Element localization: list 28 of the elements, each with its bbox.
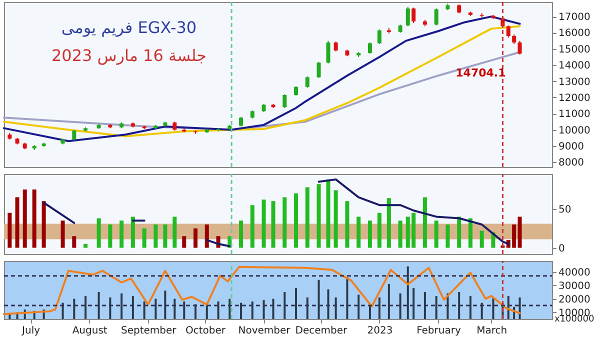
x-tick-label: February (416, 326, 461, 336)
y-tick-label: 50 (558, 204, 572, 216)
y-tick-label: 8000 (558, 158, 584, 169)
annotation: 14704.1 (456, 66, 506, 80)
x-tick-label: October (185, 326, 226, 336)
y-tick-label: 12000 (558, 92, 590, 104)
text: جلسة 16 مارس 2023 (51, 46, 207, 65)
y-tick-label: 11000 (558, 109, 590, 120)
y-tick-label: 16000 (558, 28, 590, 40)
y-tick-label: 20000 (558, 294, 590, 306)
y-tick-label: 15000 (558, 44, 590, 56)
y-tick-label: 40000 (558, 267, 590, 278)
y-tick-label: 30000 (558, 280, 590, 292)
y-tick-label: 14000 (558, 60, 590, 72)
y-tick-label: 13000 (558, 76, 590, 88)
x-tick-label: November (238, 326, 292, 336)
y-tick-label: 17000 (558, 12, 590, 24)
y-tick-label: 9000 (558, 141, 584, 152)
x-tick-label: 2023 (367, 326, 393, 336)
x-tick-label: July (21, 326, 40, 336)
x-tick-label: March (476, 326, 508, 336)
y-tick-label: 0 (558, 243, 565, 254)
x-tick-label: August (72, 326, 108, 336)
text: فريم يومى EGX-30 (61, 18, 197, 37)
y-tick-label: 10000 (558, 125, 590, 136)
x-tick-label: December (295, 326, 348, 336)
y-axis-title: x100000 (554, 314, 594, 324)
x-tick-label: September (120, 326, 178, 336)
